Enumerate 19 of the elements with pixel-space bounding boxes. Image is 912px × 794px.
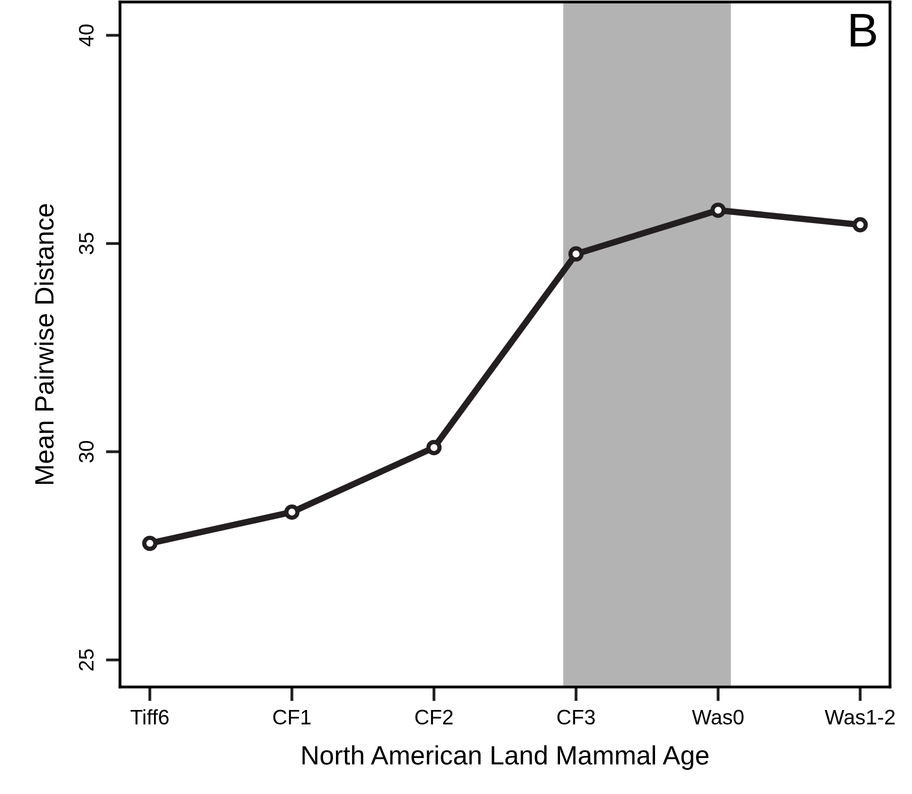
annotation: B <box>850 14 876 46</box>
y-tick-label: 35 <box>78 232 94 254</box>
x-tick-label: Was1-2 <box>824 710 895 725</box>
y-tick-label: 25 <box>78 649 94 670</box>
x-tick-label: CF2 <box>415 710 453 725</box>
x-tick-label: Tiff6 <box>130 709 169 725</box>
x-tick-label: CF3 <box>557 710 595 725</box>
point <box>710 202 726 218</box>
point <box>426 440 442 456</box>
x-tick-label: Was0 <box>692 710 744 725</box>
point <box>284 504 300 520</box>
point <box>852 217 868 232</box>
x-tick-label: CF1 <box>273 710 311 725</box>
point <box>142 536 158 551</box>
y-tick-label: 40 <box>78 24 94 46</box>
y-axis-title: Mean Pairwise Distance <box>34 204 54 484</box>
y-tick-label: 30 <box>78 440 94 463</box>
x-axis-title: North American Land Mammal Age <box>302 745 708 770</box>
point <box>568 246 584 262</box>
